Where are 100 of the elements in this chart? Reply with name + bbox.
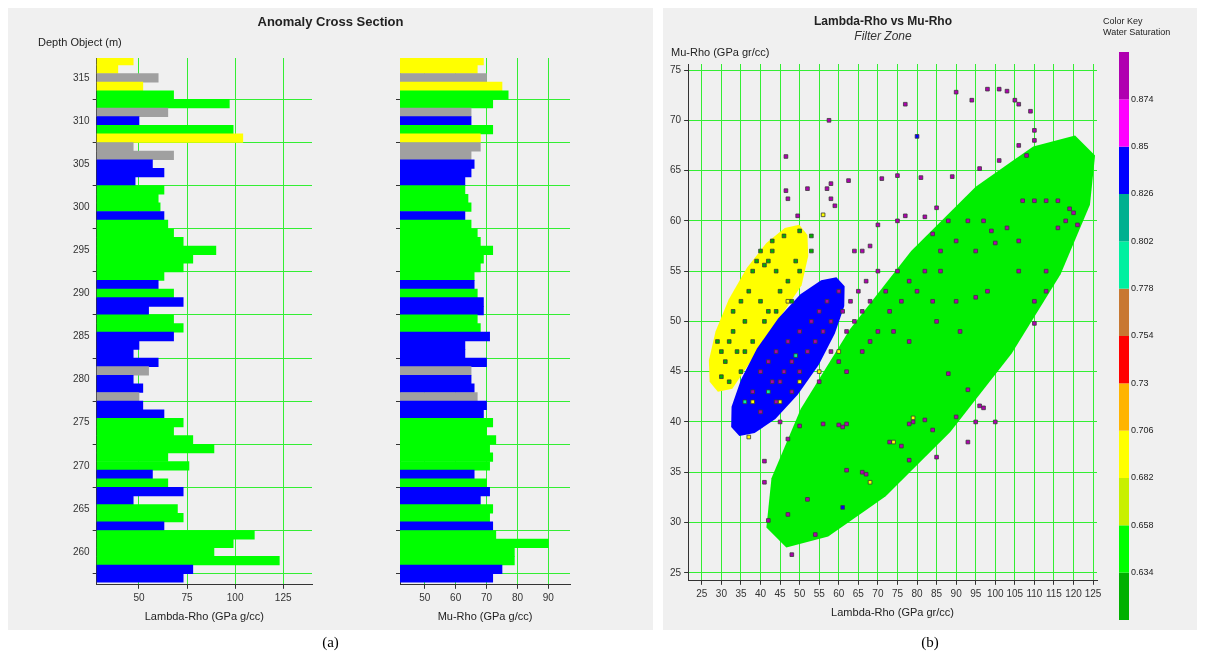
- x-tick-label: 50: [794, 587, 806, 599]
- point: [1032, 128, 1037, 133]
- x-tick-label: 50: [133, 591, 145, 603]
- x-tick-label: 25: [696, 587, 708, 599]
- point: [715, 339, 720, 344]
- point: [766, 309, 771, 314]
- point: [770, 248, 775, 254]
- point: [836, 288, 841, 294]
- point: [816, 369, 822, 374]
- point: [758, 409, 763, 415]
- point: [750, 339, 755, 344]
- point: [934, 205, 939, 211]
- y-tick-label: 45: [670, 365, 682, 377]
- x-tick-label: 100: [986, 587, 1005, 599]
- x-tick-label: 115: [1045, 587, 1063, 599]
- point: [934, 319, 939, 324]
- x-tick-label: 90: [950, 587, 963, 599]
- y-tick-label: 275: [73, 416, 91, 428]
- point: [820, 329, 826, 334]
- y-tick-label: 25: [670, 566, 682, 578]
- point: [922, 268, 928, 274]
- point: [793, 258, 798, 264]
- point: [805, 186, 810, 191]
- point: [828, 196, 834, 201]
- point: [836, 349, 841, 354]
- x-tick-label: 60: [833, 587, 845, 599]
- y-tick-label: 75: [670, 63, 682, 75]
- point: [797, 268, 802, 274]
- x-tick-label: 125: [1084, 587, 1102, 599]
- point: [816, 379, 822, 384]
- x-tick-label: 105: [1006, 587, 1024, 599]
- point: [805, 349, 810, 354]
- color-bar-label: 0.73: [1131, 377, 1149, 388]
- point: [891, 439, 896, 445]
- point: [844, 329, 849, 334]
- point: [1032, 138, 1037, 143]
- x-tick-label: 85: [931, 587, 943, 599]
- point: [860, 248, 865, 254]
- point: [762, 262, 767, 268]
- point: [867, 480, 873, 485]
- x-tick-label: 55: [813, 587, 826, 599]
- point: [996, 86, 1002, 92]
- point: [852, 248, 857, 254]
- x-tick-label: 80: [911, 587, 924, 599]
- point: [1028, 109, 1033, 114]
- point: [742, 349, 748, 354]
- y-tick-label: 300: [73, 200, 91, 212]
- point: [860, 309, 865, 314]
- point: [789, 389, 795, 395]
- chart-title: Anomaly Cross Section: [256, 14, 405, 29]
- y-tick-label: 55: [670, 264, 682, 276]
- y-tick-label: 315: [73, 71, 91, 83]
- point: [1004, 88, 1010, 94]
- point: [797, 329, 802, 334]
- y-tick-label: 295: [73, 244, 91, 256]
- point: [828, 181, 834, 186]
- point: [809, 233, 814, 239]
- point: [828, 349, 834, 354]
- point: [762, 319, 767, 324]
- point: [832, 203, 838, 209]
- point: [887, 309, 892, 314]
- point: [726, 339, 732, 344]
- color-bar-label: 0.778: [1131, 283, 1154, 294]
- point: [789, 299, 795, 304]
- point: [795, 213, 800, 219]
- point: [783, 188, 789, 193]
- color-bar-label: 0.634: [1131, 567, 1154, 578]
- point: [883, 288, 888, 294]
- x-axis-title: Lambda-Rho (GPa gr/cc): [831, 606, 955, 619]
- point: [903, 213, 908, 219]
- point: [977, 166, 982, 171]
- point: [914, 134, 920, 139]
- point: [816, 309, 822, 314]
- point: [719, 374, 724, 379]
- point: [867, 243, 873, 249]
- y-axis-title: Depth Object (m): [38, 36, 122, 48]
- point: [785, 299, 791, 304]
- x-tick-label: 70: [872, 587, 884, 599]
- point: [781, 369, 787, 374]
- point: [846, 178, 851, 183]
- point: [773, 268, 779, 274]
- point: [809, 248, 814, 254]
- point: [726, 379, 732, 384]
- point: [730, 329, 736, 334]
- point: [820, 212, 826, 218]
- point: [852, 319, 857, 324]
- chart-subtitle: Filter Zone: [853, 29, 913, 43]
- x-tick-label: 50: [419, 591, 431, 603]
- text: (a): [321, 634, 340, 651]
- point: [906, 339, 912, 344]
- x-tick-label: 65: [852, 587, 865, 599]
- point: [914, 288, 920, 294]
- point: [875, 268, 881, 274]
- point: [758, 299, 763, 304]
- point: [844, 369, 849, 374]
- x-tick-label: 125: [274, 591, 292, 603]
- point: [875, 329, 881, 334]
- x-tick-label: 60: [450, 591, 462, 603]
- y-tick-label: 285: [73, 330, 91, 342]
- x-tick-label: 45: [774, 587, 787, 599]
